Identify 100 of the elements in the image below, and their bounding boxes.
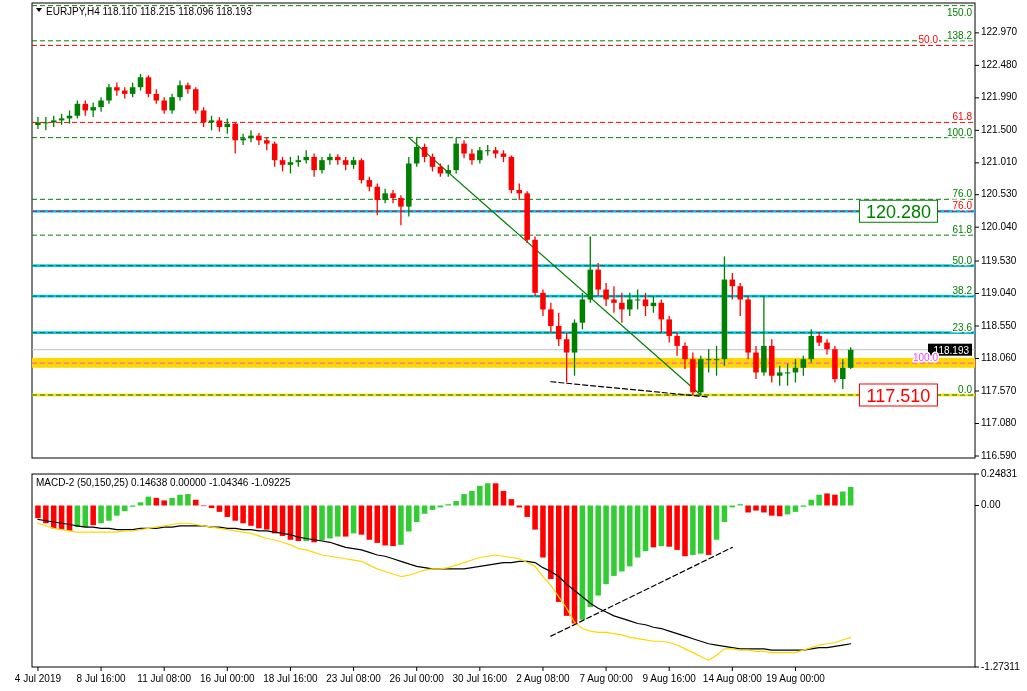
bar: [453, 501, 459, 506]
y-tick-label: 120.530: [981, 188, 1018, 200]
y-tick-label: 119.530: [981, 254, 1017, 266]
y-tick-label: 120.040: [981, 220, 1018, 232]
annotation: 0.0: [958, 383, 973, 395]
bar: [674, 505, 680, 550]
bar: [634, 505, 641, 558]
candlestick: [769, 338, 775, 384]
annotation: 117.510: [866, 385, 931, 406]
bar: [784, 505, 791, 515]
bar: [832, 494, 838, 506]
y-tick-label: 121.500: [981, 123, 1018, 135]
bar: [792, 505, 799, 512]
candlestick: [548, 302, 554, 334]
bar: [106, 505, 112, 521]
bar: [319, 505, 325, 541]
annotation: 61.8: [952, 224, 973, 236]
bar: [721, 505, 728, 522]
y-tick-label: 119.040: [981, 287, 1017, 299]
bar: [342, 505, 349, 537]
bar: [619, 505, 625, 572]
x-tick-label: 2 Aug 08:00: [516, 673, 571, 684]
bar: [335, 505, 341, 537]
bar: [382, 505, 388, 546]
bar: [469, 490, 475, 506]
bar: [98, 505, 104, 524]
bar: [548, 505, 554, 580]
x-tick-label: 19 Aug 00:00: [765, 673, 826, 684]
bar: [808, 499, 814, 506]
bar: [366, 505, 373, 540]
x-tick-label: 11 Jul 08:00: [137, 673, 192, 684]
bar: [776, 505, 783, 517]
bar: [769, 505, 775, 516]
candlestick: [193, 86, 199, 115]
bar: [374, 505, 381, 543]
x-tick-label: 26 Jul 00:00: [389, 673, 445, 684]
bar: [461, 494, 467, 506]
y-tick-label: 121.990: [981, 91, 1018, 103]
bar: [666, 505, 672, 547]
bar: [753, 505, 759, 511]
annotation: 138.2: [946, 29, 973, 41]
annotation: 23.6: [952, 321, 973, 333]
chart-title: MACD-2 (50,150,25) 0.14638 0.00000 -1.04346 -1.09225: [36, 477, 292, 488]
bar: [216, 505, 223, 512]
x-tick-label: 23 Jul 08:00: [326, 673, 382, 684]
bar: [240, 505, 246, 524]
bar: [658, 505, 665, 547]
bar: [114, 505, 120, 516]
bar: [358, 505, 365, 535]
bar: [193, 499, 199, 506]
bar: [406, 505, 412, 532]
y-tick-label: 121.010: [981, 156, 1018, 168]
annotation: 100.0: [946, 126, 973, 138]
annotation: 38.2: [952, 285, 973, 297]
bar: [121, 505, 128, 512]
bar: [43, 505, 49, 524]
bar: [761, 505, 767, 513]
bar: [642, 505, 649, 552]
x-tick-label: 30 Jul 16:00: [452, 673, 508, 684]
bar: [682, 505, 688, 557]
bar: [208, 505, 215, 509]
y-tick-label: 118.060: [981, 352, 1017, 364]
candlestick: [595, 262, 601, 297]
y-tick-label: 117.570: [981, 384, 1017, 396]
bar: [698, 505, 704, 554]
bar: [232, 505, 238, 521]
bar: [840, 491, 846, 506]
bar: [327, 505, 333, 539]
bar: [611, 505, 617, 576]
bar: [248, 505, 254, 526]
annotation: 150.0: [946, 6, 973, 18]
y-tick-label: 0.24831: [981, 467, 1018, 479]
y-tick-label: -1.27311: [981, 660, 1021, 672]
bar: [350, 505, 357, 534]
bar: [224, 505, 231, 517]
bar: [816, 494, 822, 506]
y-tick-label: 117.080: [981, 417, 1017, 429]
bar: [185, 494, 191, 506]
bar: [161, 500, 167, 506]
bar: [650, 505, 657, 548]
x-tick-label: 16 Jul 00:00: [200, 673, 255, 684]
bar: [177, 494, 183, 506]
x-tick-label: 4 Jul 2019: [14, 673, 62, 684]
annotation: 50.0: [952, 254, 973, 266]
bar: [90, 505, 96, 526]
annotation: 76.0: [952, 200, 973, 212]
bar: [311, 505, 317, 543]
bar: [745, 505, 751, 513]
bar: [477, 485, 483, 506]
annotation: 76.0: [952, 188, 973, 200]
x-tick-label: 14 Aug 08:00: [702, 673, 763, 684]
x-tick-label: 7 Aug 00:00: [579, 673, 634, 684]
bar: [256, 505, 262, 529]
y-tick-label: 122.970: [981, 26, 1018, 38]
bar: [532, 505, 538, 530]
bar: [705, 505, 712, 555]
x-tick-label: 9 Aug 16:00: [642, 673, 697, 684]
bar: [626, 505, 633, 567]
bar: [421, 505, 428, 514]
x-tick-label: 8 Jul 16:00: [76, 673, 126, 684]
